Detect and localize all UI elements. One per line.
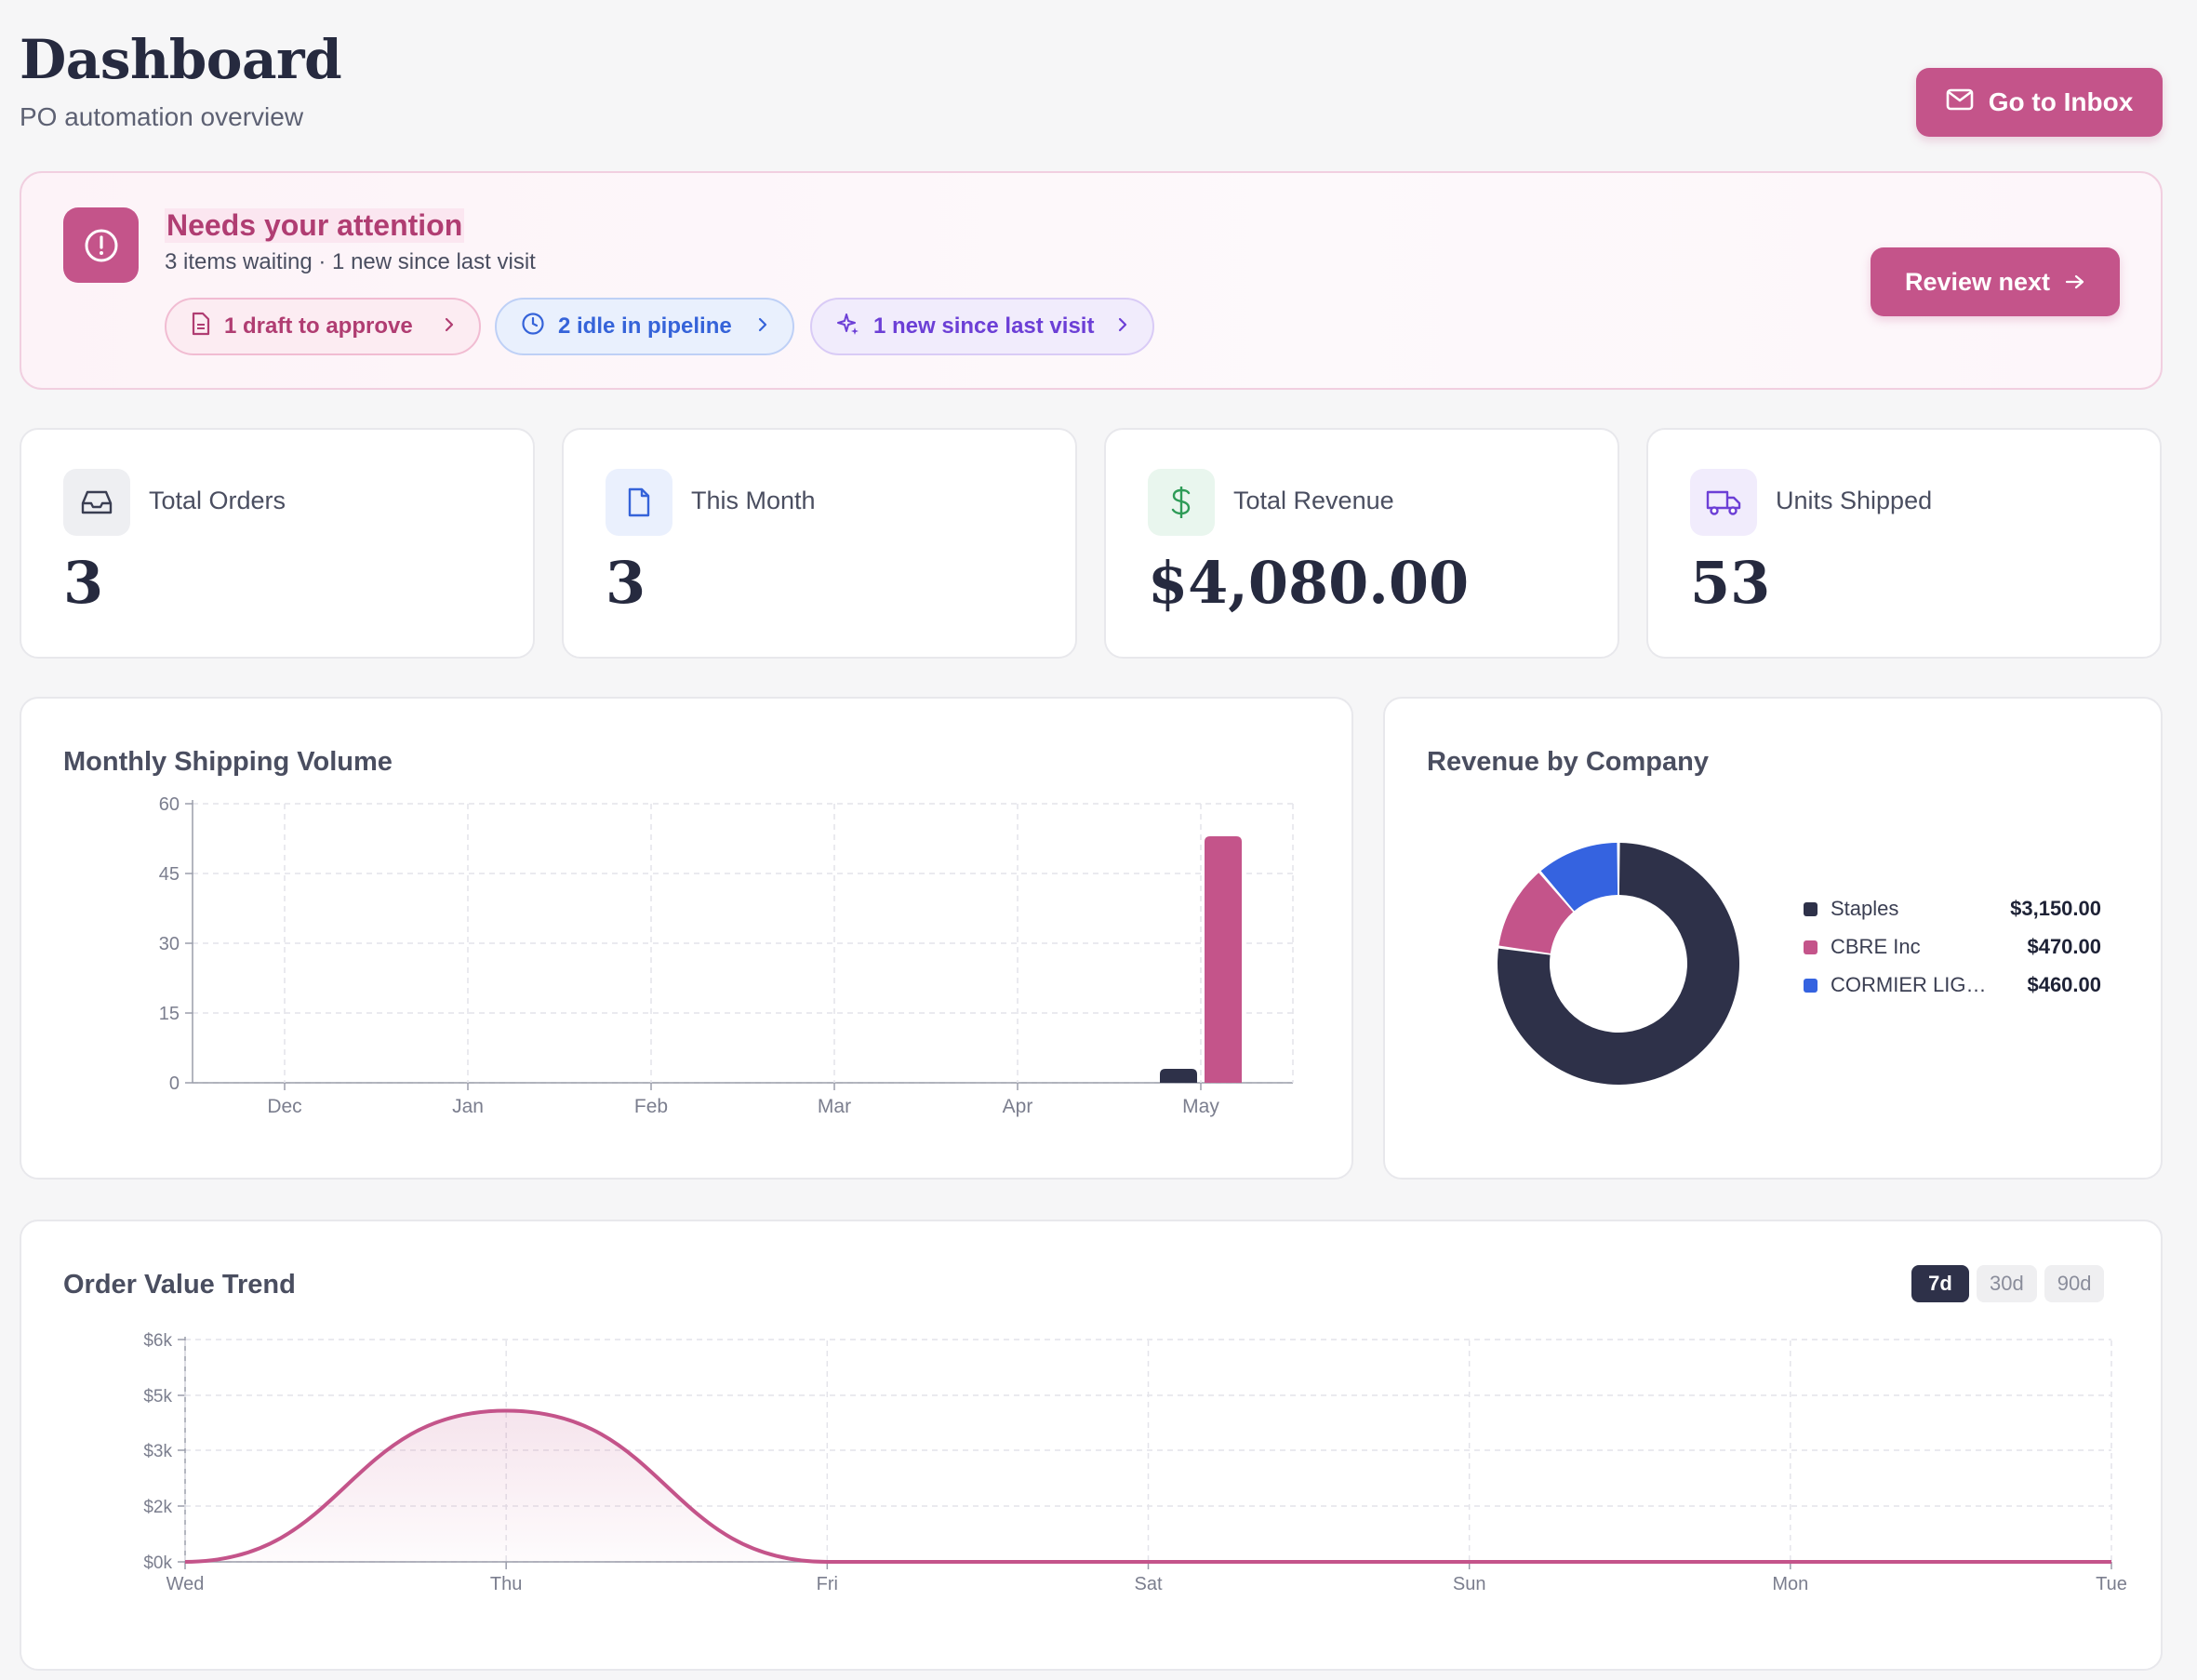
legend-value: $460.00 bbox=[2027, 973, 2101, 996]
donut-slice bbox=[1498, 873, 1574, 953]
revenue-by-company-card: Revenue by Company Staples $3,150.00 CBR… bbox=[1383, 697, 2163, 1180]
stat-value: $4,080.00 bbox=[1148, 549, 1470, 617]
y-tick-label: 60 bbox=[159, 794, 180, 815]
stat-value: 53 bbox=[1690, 549, 1771, 617]
bar bbox=[1160, 1069, 1197, 1083]
shipping-volume-card: Monthly Shipping Volume 0 15 30 45 60 Dec Jan F… bbox=[20, 697, 1353, 1180]
legend-name: CBRE Inc bbox=[1831, 935, 1921, 958]
legend-swatch bbox=[1804, 978, 1818, 993]
go-to-inbox-label: Go to Inbox bbox=[1988, 87, 2134, 116]
stat-value: 3 bbox=[606, 549, 646, 617]
chip-new-since-last-visit[interactable]: 1 new since last visit bbox=[810, 298, 1154, 355]
range-tab-7d[interactable]: 7d bbox=[1911, 1265, 1969, 1302]
legend-name: CORMIER LIGHTI... bbox=[1831, 973, 1998, 996]
dollar-icon bbox=[1148, 469, 1215, 536]
x-tick-label: Wed bbox=[166, 1574, 205, 1594]
stat-label: Total Revenue bbox=[1233, 487, 1394, 514]
alert-icon bbox=[63, 207, 139, 283]
chip-label: 2 idle in pipeline bbox=[558, 313, 732, 339]
stat-label: Total Orders bbox=[149, 487, 286, 514]
stat-card-units-shipped: Units Shipped 53 bbox=[1646, 428, 2162, 659]
x-tick-label: Feb bbox=[634, 1096, 668, 1117]
stat-card-this-month: This Month 3 bbox=[562, 428, 1077, 659]
y-tick-label: 30 bbox=[159, 934, 180, 954]
x-tick-label: Mar bbox=[818, 1096, 851, 1117]
y-tick-label: $2k bbox=[143, 1498, 172, 1517]
x-tick-label: Jan bbox=[452, 1096, 484, 1117]
bar bbox=[1205, 836, 1242, 1083]
shipping-volume-chart: 0 15 30 45 60 Dec Jan Feb Mar Apr May bbox=[159, 794, 1294, 1117]
truck-icon bbox=[1690, 469, 1757, 536]
x-tick-label: Thu bbox=[490, 1574, 522, 1594]
range-tab-90d[interactable]: 90d bbox=[2044, 1265, 2105, 1302]
legend-value: $3,150.00 bbox=[2010, 897, 2101, 920]
page-subtitle: PO automation overview bbox=[20, 102, 304, 131]
attention-banner: Needs your attention 3 items waiting · 1… bbox=[20, 171, 2163, 390]
y-tick-label: $6k bbox=[143, 1331, 172, 1351]
chip-idle-in-pipeline[interactable]: 2 idle in pipeline bbox=[495, 298, 794, 355]
x-tick-label: Fri bbox=[817, 1574, 838, 1594]
x-tick-label: Dec bbox=[267, 1096, 301, 1117]
card-title: Revenue by Company bbox=[1427, 747, 1709, 777]
page-title: Dashboard bbox=[20, 28, 342, 91]
x-tick-label: Mon bbox=[1772, 1574, 1808, 1594]
order-value-trend-card: Order Value Trend 7d 30d 90d $0k $2k $3k $5… bbox=[20, 1220, 2163, 1671]
stat-label: Units Shipped bbox=[1776, 487, 1933, 514]
card-title: Order Value Trend bbox=[63, 1270, 296, 1300]
y-tick-label: $5k bbox=[143, 1387, 172, 1407]
y-tick-label: $3k bbox=[143, 1442, 172, 1461]
donut-slice bbox=[1498, 843, 1739, 1085]
legend-item: CORMIER LIGHTI... $460.00 bbox=[1804, 971, 2101, 999]
card-title: Monthly Shipping Volume bbox=[63, 747, 393, 777]
revenue-donut-chart bbox=[1498, 843, 1739, 1085]
go-to-inbox-button[interactable]: Go to Inbox bbox=[1916, 68, 2163, 137]
y-tick-label: 0 bbox=[169, 1073, 180, 1094]
chevron-right-icon bbox=[444, 313, 455, 340]
attention-subtitle: 3 items waiting · 1 new since last visit bbox=[165, 249, 536, 274]
order-value-trend-chart: $0k $2k $3k $5k $6k Wed Thu Fri Sat Sun Mon Tue bbox=[143, 1331, 2127, 1594]
sparkle-icon bbox=[836, 312, 860, 342]
y-tick-label: $0k bbox=[143, 1553, 172, 1573]
file-icon bbox=[606, 469, 672, 536]
stat-label: This Month bbox=[691, 487, 816, 514]
document-icon bbox=[191, 312, 211, 342]
legend-value: $470.00 bbox=[2027, 935, 2101, 958]
range-selector: 7d 30d 90d bbox=[1911, 1265, 2105, 1302]
stat-value: 3 bbox=[63, 549, 104, 617]
x-tick-label: Sun bbox=[1453, 1574, 1486, 1594]
donut-slice bbox=[1540, 843, 1618, 912]
y-tick-label: 15 bbox=[159, 1004, 180, 1024]
chip-label: 1 new since last visit bbox=[873, 313, 1095, 339]
mail-icon bbox=[1946, 87, 1974, 117]
x-tick-label: May bbox=[1182, 1096, 1219, 1117]
clock-icon bbox=[521, 312, 545, 342]
legend-swatch bbox=[1804, 940, 1818, 954]
x-tick-label: Tue bbox=[2096, 1574, 2127, 1594]
range-tab-30d[interactable]: 30d bbox=[1977, 1265, 2037, 1302]
stat-card-total-revenue: Total Revenue $4,080.00 bbox=[1104, 428, 1619, 659]
legend-swatch bbox=[1804, 901, 1818, 916]
chevron-right-icon bbox=[1117, 313, 1128, 340]
chip-label: 1 draft to approve bbox=[224, 313, 413, 339]
review-next-label: Review next bbox=[1904, 267, 2051, 296]
trend-line bbox=[184, 1408, 2111, 1564]
attention-title: Needs your attention bbox=[165, 208, 465, 243]
y-tick-label: 45 bbox=[159, 864, 180, 885]
legend-name: Staples bbox=[1831, 897, 1899, 920]
arrow-right-icon bbox=[2065, 268, 2085, 297]
x-tick-label: Apr bbox=[1003, 1096, 1033, 1117]
stat-card-total-orders: Total Orders 3 bbox=[20, 428, 535, 659]
x-tick-label: Sat bbox=[1134, 1574, 1162, 1594]
area-fill bbox=[185, 1410, 2111, 1562]
legend-item: Staples $3,150.00 bbox=[1804, 895, 2101, 923]
review-next-button[interactable]: Review next bbox=[1871, 247, 2120, 316]
legend-item: CBRE Inc $470.00 bbox=[1804, 933, 2101, 961]
chip-drafts-to-approve[interactable]: 1 draft to approve bbox=[165, 298, 481, 355]
inbox-icon bbox=[63, 469, 130, 536]
chevron-right-icon bbox=[757, 313, 768, 340]
